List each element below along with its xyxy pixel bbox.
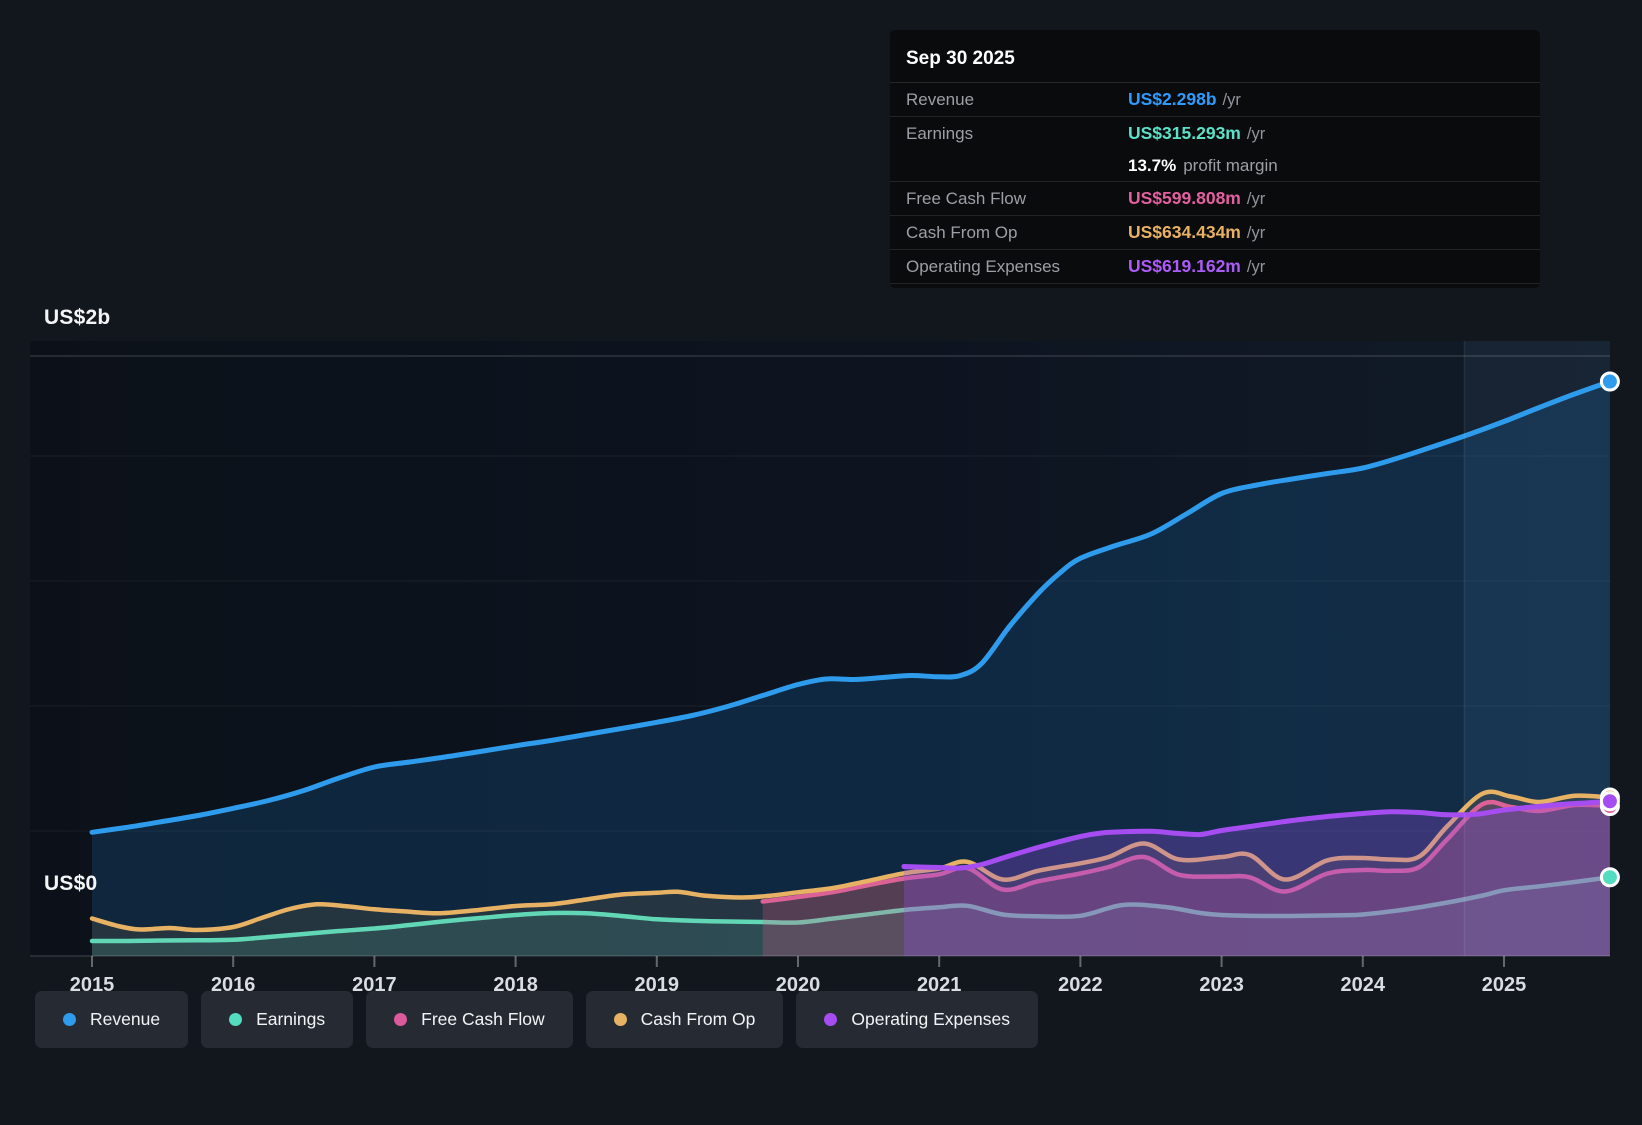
legend-label: Cash From Op bbox=[640, 1009, 756, 1029]
tooltip-row-operating-expenses: Operating Expenses US$619.162m/yr bbox=[890, 250, 1540, 284]
cash-from-op-line bbox=[89, 789, 1613, 933]
operating-expenses-endpoint-marker bbox=[1599, 791, 1620, 812]
tooltip-value: US$315.293m/yr bbox=[1128, 123, 1266, 143]
revenue-area bbox=[92, 381, 1610, 956]
legend-label: Earnings bbox=[256, 1009, 326, 1029]
tooltip-label: Revenue bbox=[906, 89, 975, 109]
free-cash-flow-line bbox=[760, 799, 1613, 904]
legend-label: Free Cash Flow bbox=[421, 1009, 545, 1029]
legend-label: Operating Expenses bbox=[851, 1009, 1010, 1029]
tooltip-suffix: /yr bbox=[1246, 125, 1266, 143]
x-tick-label: 2022 bbox=[1058, 974, 1103, 996]
tooltip-suffix: /yr bbox=[1246, 190, 1266, 208]
chart-tooltip: Sep 30 2025 Revenue US$2.298b/yr Earning… bbox=[890, 30, 1540, 288]
x-tick-label: 2023 bbox=[1199, 974, 1244, 996]
cash-from-op-dot-icon bbox=[613, 1013, 627, 1026]
tooltip-row-earnings: Earnings US$315.293m/yr bbox=[890, 117, 1540, 150]
tooltip-suffix: /yr bbox=[1246, 224, 1266, 242]
tooltip-value: US$619.162m/yr bbox=[1128, 256, 1266, 276]
tooltip-row-revenue: Revenue US$2.298b/yr bbox=[890, 83, 1540, 117]
x-tick-label: 2021 bbox=[917, 974, 962, 996]
tooltip-row-profit-margin: 13.7% profit margin bbox=[890, 150, 1540, 182]
revenue-line bbox=[89, 379, 1613, 835]
tooltip-value: US$634.434m/yr bbox=[1128, 222, 1266, 242]
tooltip-suffix: /yr bbox=[1222, 91, 1241, 109]
last-year-highlight-band bbox=[1464, 341, 1610, 956]
free-cash-flow-area bbox=[762, 802, 1610, 956]
legend-item-operating-expenses[interactable]: Operating Expenses bbox=[796, 991, 1038, 1048]
tooltip-suffix: /yr bbox=[1246, 258, 1266, 276]
x-tick-label: 2018 bbox=[493, 974, 538, 996]
y-axis-min-label: US$0 bbox=[44, 872, 98, 895]
legend-label: Revenue bbox=[90, 1009, 161, 1029]
profit-margin-value: 13.7% bbox=[1128, 155, 1177, 175]
operating-expenses-dot-icon bbox=[824, 1013, 838, 1026]
x-tick-label: 2019 bbox=[635, 974, 680, 996]
x-tick-label: 2016 bbox=[211, 974, 256, 996]
free-cash-flow-dot-icon bbox=[394, 1013, 408, 1026]
tooltip-label: Cash From Op bbox=[906, 222, 1018, 242]
legend-item-earnings[interactable]: Earnings bbox=[201, 991, 354, 1048]
x-tick-label: 2017 bbox=[352, 974, 397, 996]
y-axis-max-label: US$2b bbox=[44, 306, 111, 329]
cash-from-op-area bbox=[92, 791, 1610, 956]
x-tick-label: 2015 bbox=[70, 974, 115, 996]
tooltip-row-cash-from-op: Cash From Op US$634.434m/yr bbox=[890, 216, 1540, 250]
earnings-endpoint-marker bbox=[1599, 867, 1620, 888]
tooltip-label: Free Cash Flow bbox=[906, 188, 1026, 208]
profit-margin-label: profit margin bbox=[1183, 155, 1278, 175]
tooltip-value: US$599.808m/yr bbox=[1128, 188, 1266, 208]
legend-item-free-cash-flow[interactable]: Free Cash Flow bbox=[366, 991, 573, 1048]
legend-item-cash-from-op[interactable]: Cash From Op bbox=[585, 991, 784, 1048]
revenue-endpoint-marker bbox=[1599, 371, 1620, 392]
tooltip-row-free-cash-flow: Free Cash Flow US$599.808m/yr bbox=[890, 182, 1540, 216]
plot-background bbox=[30, 341, 1610, 956]
x-tick-label: 2025 bbox=[1482, 974, 1527, 996]
tooltip-value: US$2.298b/yr bbox=[1128, 89, 1241, 109]
operating-expenses-line bbox=[901, 798, 1613, 871]
chart-legend: Revenue Earnings Free Cash Flow Cash Fro… bbox=[35, 991, 1038, 1048]
operating-expenses-area bbox=[903, 801, 1610, 956]
earnings-dot-icon bbox=[229, 1013, 243, 1026]
revenue-dot-icon bbox=[63, 1013, 76, 1026]
tooltip-date: Sep 30 2025 bbox=[890, 40, 1540, 83]
x-tick-label: 2024 bbox=[1341, 974, 1386, 996]
tooltip-label: Operating Expenses bbox=[906, 256, 1061, 276]
legend-item-revenue[interactable]: Revenue bbox=[35, 991, 189, 1048]
tooltip-label: Earnings bbox=[906, 123, 974, 143]
earnings-line bbox=[89, 875, 1613, 944]
x-tick-label: 2020 bbox=[776, 974, 821, 996]
